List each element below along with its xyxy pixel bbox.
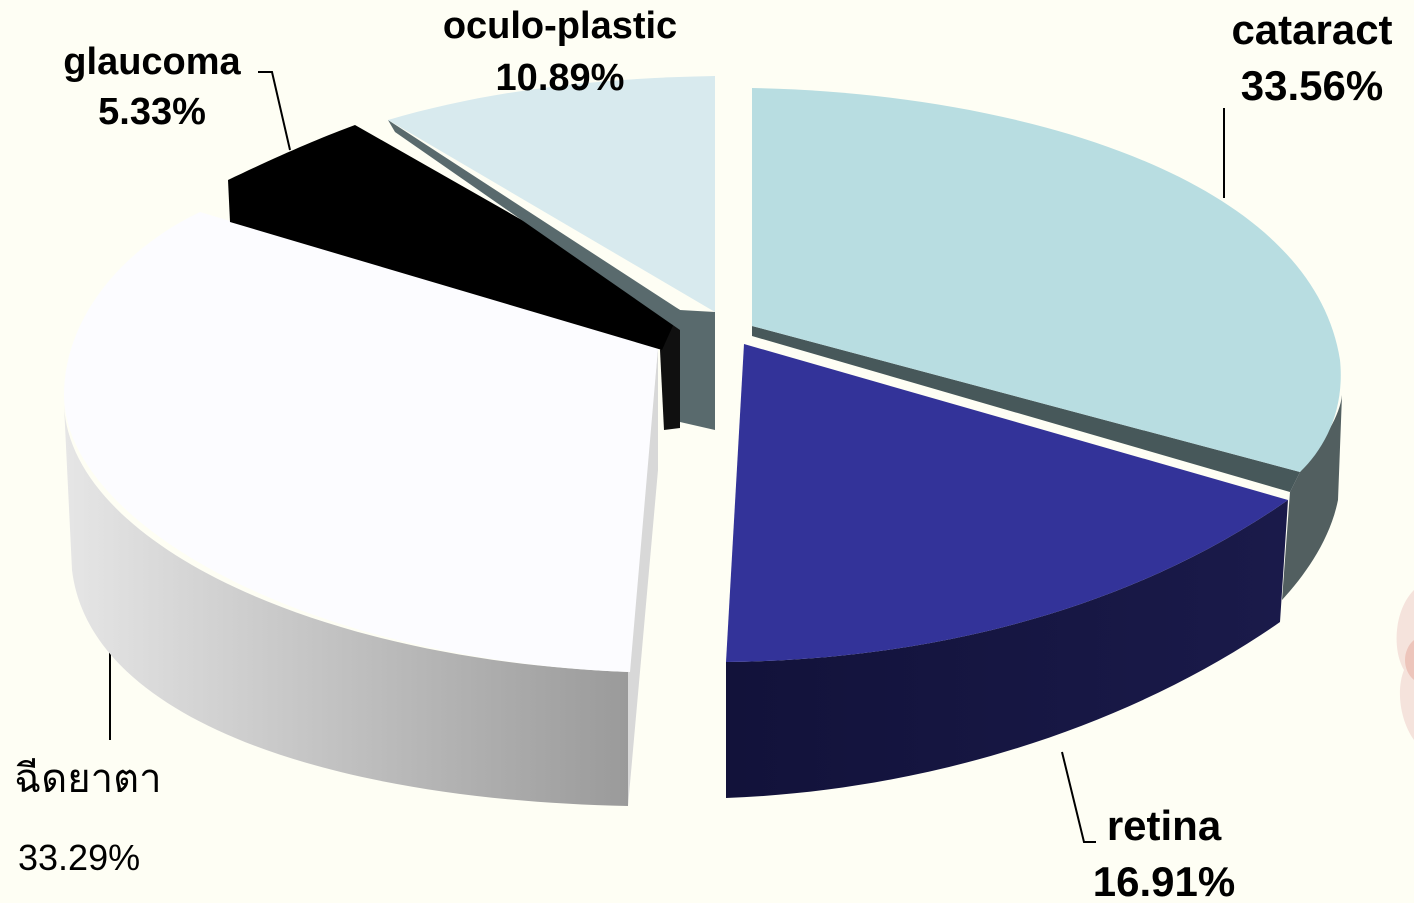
slice-injection-side <box>64 405 630 806</box>
slice-oculoplastic-side <box>680 310 715 430</box>
slice-cataract-inner-wall <box>752 88 1300 492</box>
slice-injection-right-wall <box>628 348 658 806</box>
leader-lines <box>109 71 1225 843</box>
slice-injection-top <box>64 212 658 672</box>
slice-retina-top <box>726 344 1288 662</box>
slice-injection <box>64 212 658 806</box>
slice-oculoplastic <box>388 76 715 430</box>
slice-cataract <box>752 88 1342 600</box>
leader-line-retina <box>1061 751 1096 843</box>
label-cataract-name: cataract <box>1231 6 1392 53</box>
leader-line-glaucoma <box>258 71 291 151</box>
label-oculoplastic-name: oculo-plastic <box>443 5 677 47</box>
slice-cataract-side <box>1282 395 1342 600</box>
slice-glaucoma <box>228 125 680 430</box>
label-glaucoma-name: glaucoma <box>63 41 241 83</box>
slice-oculoplastic-edge <box>388 120 680 330</box>
label-injection-value: 33.29% <box>18 837 140 878</box>
slice-glaucoma-top <box>228 125 680 350</box>
slice-retina-side <box>726 500 1288 798</box>
label-injection-name: ฉีดยาตา <box>14 757 162 801</box>
data-labels: cataract 33.56% retina 16.91% ฉีดยาตา 33… <box>14 5 1393 903</box>
slice-oculoplastic-top <box>388 76 715 312</box>
label-retina-name: retina <box>1107 802 1222 849</box>
label-cataract-value: 33.56% <box>1241 62 1383 109</box>
label-oculoplastic-value: 10.89% <box>496 57 625 99</box>
label-glaucoma-value: 5.33% <box>98 91 206 133</box>
slice-cataract-top <box>752 88 1341 472</box>
label-retina-value: 16.91% <box>1093 858 1235 903</box>
decorative-flower-icon <box>1396 590 1414 740</box>
pie-slices <box>64 76 1342 806</box>
slice-retina <box>726 344 1288 798</box>
